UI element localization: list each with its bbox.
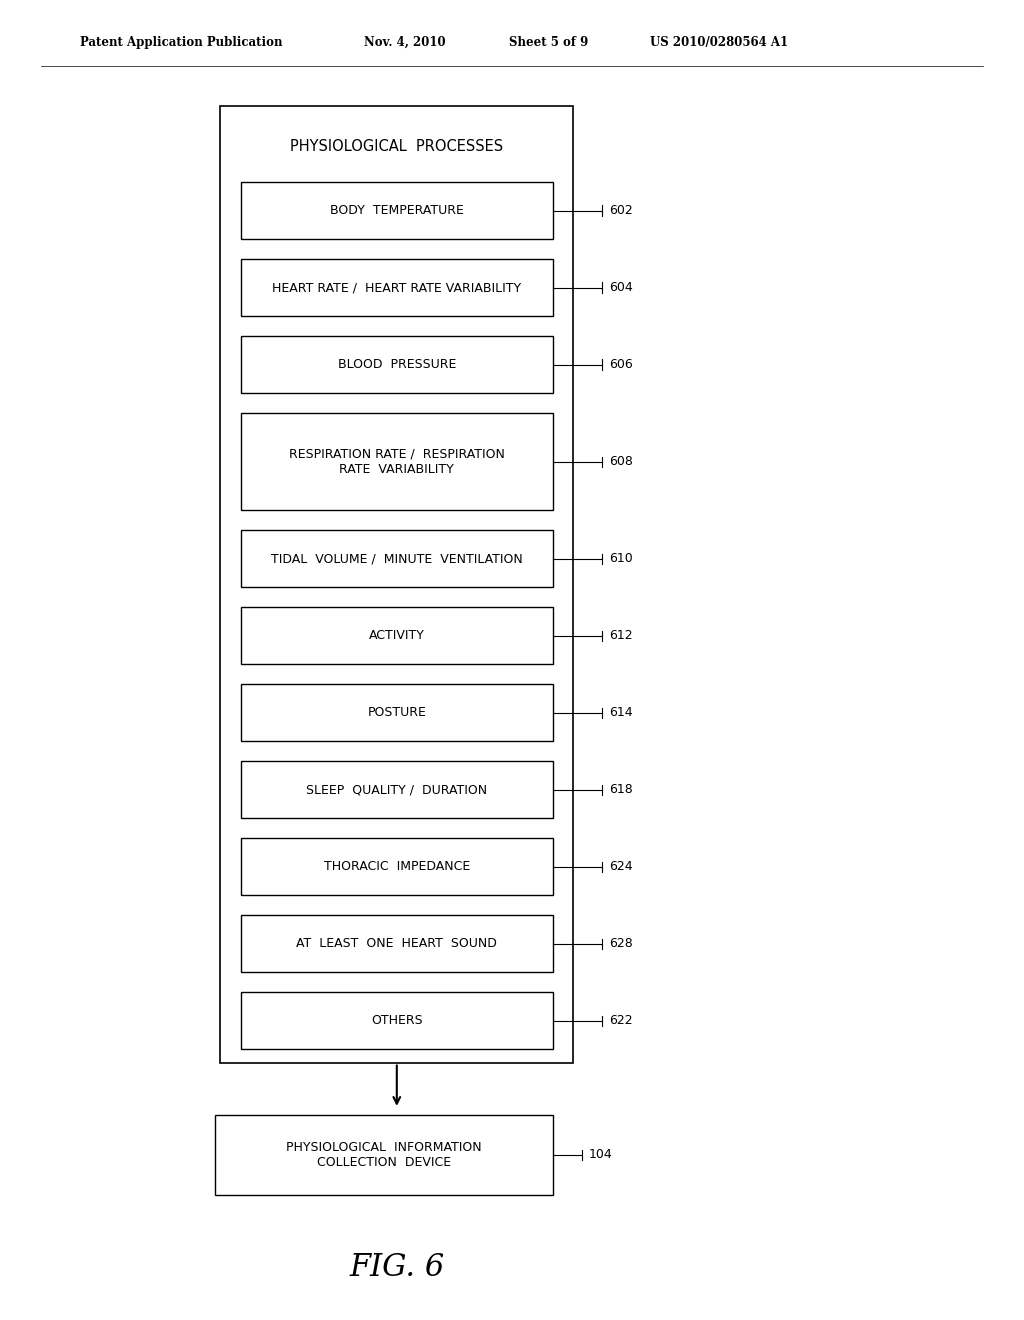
Bar: [241, 993, 553, 1049]
Text: Sheet 5 of 9: Sheet 5 of 9: [509, 36, 588, 49]
Text: RESPIRATION RATE /  RESPIRATION
RATE  VARIABILITY: RESPIRATION RATE / RESPIRATION RATE VARI…: [289, 447, 505, 475]
Text: Nov. 4, 2010: Nov. 4, 2010: [364, 36, 445, 49]
Text: 624: 624: [609, 861, 633, 874]
Bar: [241, 337, 553, 393]
Text: AT  LEAST  ONE  HEART  SOUND: AT LEAST ONE HEART SOUND: [296, 937, 498, 950]
Bar: [241, 531, 553, 587]
Text: POSTURE: POSTURE: [368, 706, 426, 719]
Text: 104: 104: [589, 1148, 612, 1162]
Text: ACTIVITY: ACTIVITY: [369, 630, 425, 643]
Text: 622: 622: [609, 1014, 633, 1027]
Bar: [241, 915, 553, 973]
Text: SLEEP  QUALITY /  DURATION: SLEEP QUALITY / DURATION: [306, 783, 487, 796]
Text: 608: 608: [609, 455, 633, 469]
Bar: [241, 182, 553, 239]
Text: 628: 628: [609, 937, 633, 950]
Bar: [241, 259, 553, 317]
Text: 610: 610: [609, 552, 633, 565]
Text: 618: 618: [609, 783, 633, 796]
Text: US 2010/0280564 A1: US 2010/0280564 A1: [650, 36, 788, 49]
Bar: [215, 1115, 553, 1195]
Bar: [241, 762, 553, 818]
Bar: [241, 413, 553, 511]
Text: PHYSIOLOGICAL  PROCESSES: PHYSIOLOGICAL PROCESSES: [290, 139, 504, 153]
Bar: [241, 607, 553, 664]
Bar: [241, 838, 553, 895]
Text: BODY  TEMPERATURE: BODY TEMPERATURE: [330, 205, 464, 218]
Text: BLOOD  PRESSURE: BLOOD PRESSURE: [338, 358, 456, 371]
Text: 604: 604: [609, 281, 633, 294]
Text: 606: 606: [609, 358, 633, 371]
Bar: [241, 684, 553, 742]
Text: HEART RATE /  HEART RATE VARIABILITY: HEART RATE / HEART RATE VARIABILITY: [272, 281, 521, 294]
Text: THORACIC  IMPEDANCE: THORACIC IMPEDANCE: [324, 861, 470, 874]
Text: OTHERS: OTHERS: [371, 1014, 423, 1027]
Bar: [220, 106, 573, 1063]
Text: 614: 614: [609, 706, 633, 719]
Text: 612: 612: [609, 630, 633, 643]
Text: Patent Application Publication: Patent Application Publication: [80, 36, 283, 49]
Text: 602: 602: [609, 205, 633, 218]
Text: FIG. 6: FIG. 6: [349, 1251, 444, 1283]
Text: TIDAL  VOLUME /  MINUTE  VENTILATION: TIDAL VOLUME / MINUTE VENTILATION: [271, 552, 522, 565]
Text: PHYSIOLOGICAL  INFORMATION
COLLECTION  DEVICE: PHYSIOLOGICAL INFORMATION COLLECTION DEV…: [286, 1140, 482, 1170]
